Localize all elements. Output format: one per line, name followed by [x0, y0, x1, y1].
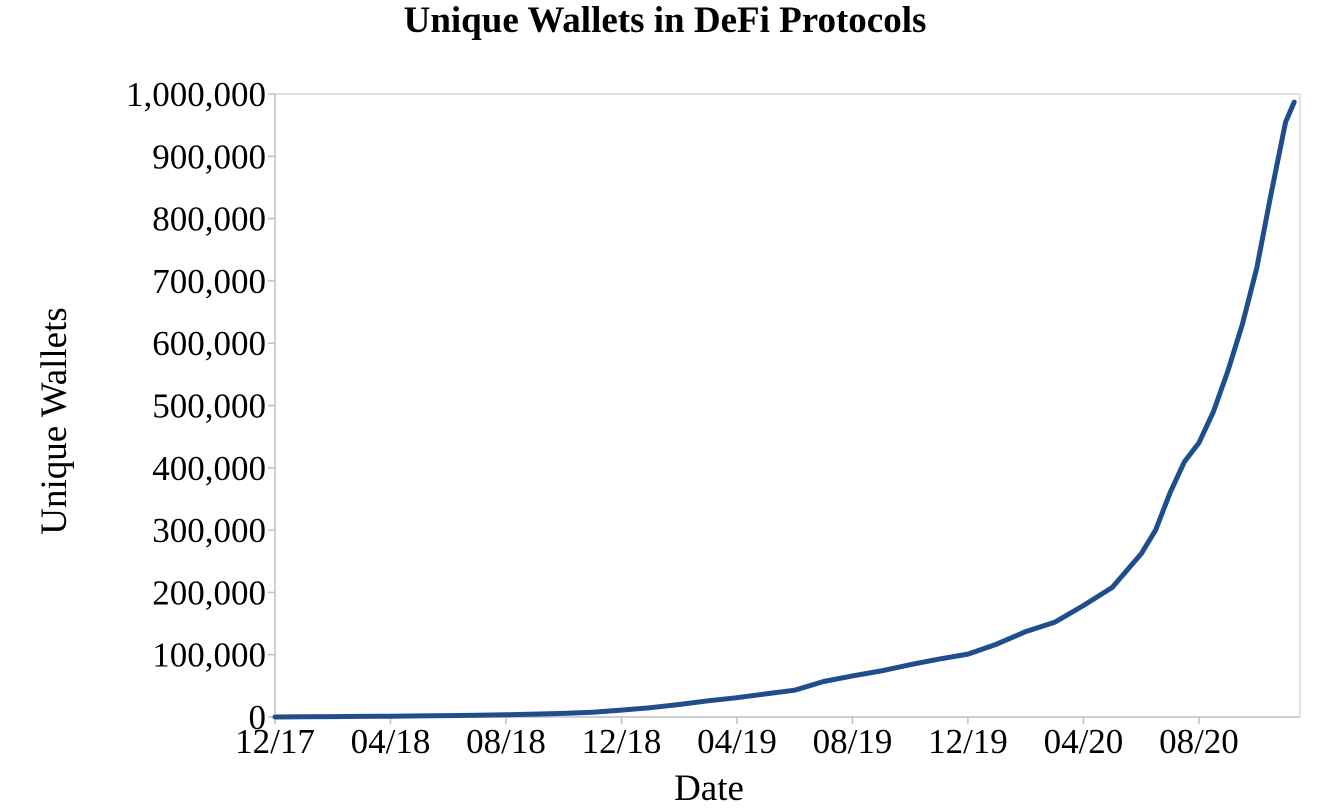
x-tick-label: 08/19 — [813, 722, 893, 761]
y-tick-label: 700,000 — [152, 262, 266, 301]
y-tick-label: 600,000 — [152, 324, 266, 363]
y-tick-label: 300,000 — [152, 511, 266, 550]
y-tick-label: 500,000 — [152, 387, 266, 426]
series-line — [272, 99, 1297, 720]
y-tick-label: 400,000 — [152, 449, 266, 488]
y-tick-label: 0 — [249, 698, 267, 737]
x-tick-label: 04/20 — [1044, 722, 1124, 761]
y-tick-label: 800,000 — [152, 200, 266, 239]
y-tick-label: 100,000 — [152, 636, 266, 675]
y-tick-label: 1,000,000 — [126, 75, 266, 114]
y-axis-title: Unique Wallets — [34, 307, 75, 535]
x-tick-label: 04/18 — [351, 722, 431, 761]
plot-area — [274, 93, 1301, 718]
x-axis-title: Date — [674, 768, 744, 809]
x-tick-label: 12/18 — [582, 722, 662, 761]
x-tick-label: 12/19 — [928, 722, 1008, 761]
x-tick-label: 04/19 — [697, 722, 777, 761]
x-tick-label: 08/20 — [1159, 722, 1239, 761]
x-tick-label: 08/18 — [466, 722, 546, 761]
x-tick-label: 12/17 — [235, 722, 315, 761]
y-tick-label: 200,000 — [152, 573, 266, 612]
y-tick-label: 900,000 — [152, 137, 266, 176]
chart-title: Unique Wallets in DeFi Protocols — [404, 0, 927, 41]
